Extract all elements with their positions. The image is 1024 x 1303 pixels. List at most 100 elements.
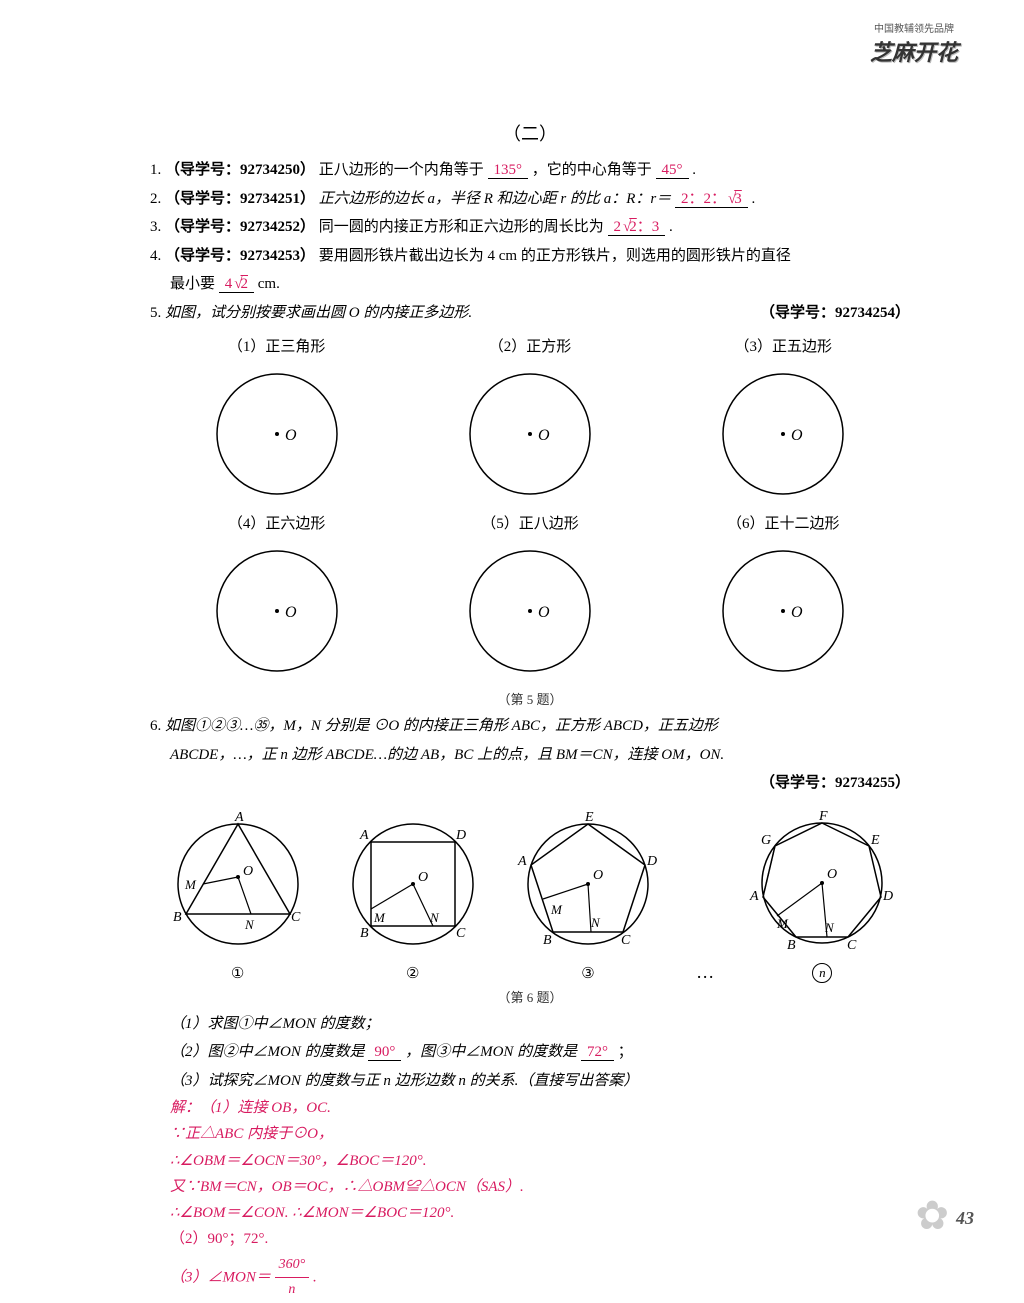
sol-l2: ∵正△ABC 内接于⊙O，: [170, 1121, 910, 1147]
q6-sub2-ans-b: 72°: [581, 1044, 614, 1061]
q5-circle-5: O: [460, 541, 600, 681]
q6-svg-n: O F G E D A B C M N: [747, 808, 897, 958]
corner-decoration-icon: ✿: [915, 1192, 949, 1239]
q4-text-a: 要用圆形铁片截出边长为 4 cm 的正方形铁片，则选用的圆形铁片的直径: [319, 248, 791, 264]
q1-ref: （导学号：92734250）: [165, 162, 315, 178]
svg-text:O: O: [285, 427, 297, 444]
content-area: （二） 1. （导学号：92734250） 正八边形的一个内角等于 135° ，…: [150, 120, 910, 1303]
q5-cap-3: （3）正五边形: [683, 335, 883, 356]
q6-fig-3: O E A D B C M N ③: [513, 809, 663, 983]
svg-text:C: C: [847, 938, 857, 953]
q6-svg-1: O A B C M N: [163, 809, 313, 959]
q4-text-c: cm.: [258, 276, 280, 292]
q5-circle-3: O: [713, 364, 853, 504]
sol-l7-a: （3）∠MON＝: [170, 1269, 271, 1285]
q1-prefix: 1.: [150, 162, 161, 178]
q6-caption: （第 6 题）: [150, 987, 910, 1006]
q6-fig-n-label: n: [812, 963, 832, 983]
q1-text-a: 正八边形的一个内角等于: [319, 162, 484, 178]
sol-l7-den: n: [275, 1278, 310, 1303]
q4-ans: 42: [219, 276, 254, 293]
q4-text-b: 最小要: [170, 276, 215, 292]
q5-circle-6: O: [713, 541, 853, 681]
q1-text-b: ，它的中心角等于: [532, 162, 652, 178]
q6-sub2: （2）图②中∠MON 的度数是 90° ，图③中∠MON 的度数是 72° ；: [150, 1038, 910, 1067]
q3-prefix: 3.: [150, 219, 161, 235]
q6-sub1: （1）求图①中∠MON 的度数；: [150, 1010, 910, 1039]
q3-text-b: .: [669, 219, 673, 235]
svg-text:N: N: [590, 915, 601, 930]
q5-cap-1: （1）正三角形: [177, 335, 377, 356]
svg-text:A: A: [749, 889, 759, 904]
q4-ref: （导学号：92734253）: [165, 248, 315, 264]
sol-l4: 又∵BM＝CN，OB＝OC，∴△OBM≌△OCN（SAS）.: [170, 1174, 910, 1200]
svg-text:O: O: [827, 867, 837, 882]
q5-prefix: 5.: [150, 305, 161, 321]
svg-text:O: O: [791, 427, 803, 444]
q5-text: 如图，试分别按要求画出圆 O 的内接正多边形.: [165, 305, 472, 321]
svg-text:A: A: [517, 854, 527, 869]
sol-l6: （2）90°；72°.: [170, 1226, 910, 1252]
q2-ans: 2：2：3: [675, 191, 748, 208]
page: 中国教辅领先品牌 芝麻开花 （二） 1. （导学号：92734250） 正八边形…: [0, 0, 1024, 1259]
brand-tagline: 中国教辅领先品牌: [844, 20, 984, 35]
svg-text:E: E: [584, 810, 594, 825]
svg-text:G: G: [761, 833, 771, 848]
q2-prefix: 2.: [150, 191, 161, 207]
q6-fig-2-label: ②: [338, 964, 488, 983]
q6-svg-3: O E A D B C M N: [513, 809, 663, 959]
q2-ref: （导学号：92734251）: [165, 191, 315, 207]
q1-text-c: .: [692, 162, 696, 178]
q6-ref: （导学号：92734255）: [760, 769, 910, 798]
sol-l7-b: .: [313, 1269, 317, 1285]
q5-cap-4: （4）正六边形: [177, 512, 377, 533]
svg-text:M: M: [184, 877, 197, 892]
q2-text-a: 正六边形的边长 a，半径 R 和边心距 r 的比 a：R：r＝: [319, 191, 672, 207]
q6-sub3: （3）试探究∠MON 的度数与正 n 边形边数 n 的关系.（直接写出答案）: [150, 1067, 910, 1096]
sol-l7-frac: 360° n: [275, 1253, 310, 1303]
svg-text:M: M: [550, 902, 563, 917]
q6-fig-1: O A B C M N ①: [163, 809, 313, 983]
q6-prefix: 6.: [150, 718, 161, 734]
svg-text:O: O: [538, 604, 550, 621]
q5-captions-row2: （4）正六边形 （5）正八边形 （6）正十二边形: [150, 512, 910, 533]
q5-cap-6: （6）正十二边形: [683, 512, 883, 533]
q6-fig-n: O F G E D A B C M N n: [747, 808, 897, 983]
svg-text:A: A: [234, 810, 244, 825]
q2-text-b: .: [752, 191, 756, 207]
svg-text:C: C: [621, 933, 631, 948]
sol-l5: ∴∠BOM＝∠CON. ∴∠MON＝∠BOC＝120°.: [170, 1200, 910, 1226]
q3: 3. （导学号：92734252） 同一圆的内接正方形和正六边形的周长比为 22…: [150, 213, 910, 242]
svg-text:M: M: [776, 916, 789, 931]
page-number: 43: [956, 1208, 974, 1229]
svg-text:D: D: [882, 889, 893, 904]
q5-cap-5: （5）正八边形: [430, 512, 630, 533]
svg-text:C: C: [291, 910, 301, 925]
q5-caption: （第 5 题）: [150, 689, 910, 708]
q4-prefix: 4.: [150, 248, 161, 264]
q6-solution: 解：（1）连接 OB，OC. ∵正△ABC 内接于⊙O， ∴∠OBM＝∠OCN＝…: [150, 1095, 910, 1303]
sol-l7: （3）∠MON＝ 360° n .: [170, 1253, 910, 1303]
brand-name: 芝麻开花: [844, 35, 984, 67]
svg-text:O: O: [418, 870, 428, 885]
svg-text:N: N: [824, 920, 835, 935]
brand-logo: 中国教辅领先品牌 芝麻开花: [844, 20, 984, 80]
q6-line2: ABCDE，…，正 n 边形 ABCDE…的边 AB，BC 上的点，且 BM＝C…: [150, 741, 910, 770]
svg-text:O: O: [285, 604, 297, 621]
q5-circles-row2: O O O: [150, 541, 910, 681]
svg-text:D: D: [455, 828, 466, 843]
q6-sub2-c: ；: [618, 1044, 633, 1060]
svg-text:B: B: [173, 910, 182, 925]
q4-line2: 最小要 42 cm.: [150, 270, 910, 299]
sol-l3: ∴∠OBM＝∠OCN＝30°，∠BOC＝120°.: [170, 1148, 910, 1174]
sol-l1: 解：（1）连接 OB，OC.: [170, 1095, 910, 1121]
q6-line1: 6. 如图①②③…㉟，M，N 分别是 ⊙O 的内接正三角形 ABC，正方形 AB…: [150, 712, 910, 741]
svg-text:B: B: [787, 938, 796, 953]
q3-text-a: 同一圆的内接正方形和正六边形的周长比为: [319, 219, 604, 235]
q3-ref: （导学号：92734252）: [165, 219, 315, 235]
section-title: （二）: [150, 120, 910, 146]
q2: 2. （导学号：92734251） 正六边形的边长 a，半径 R 和边心距 r …: [150, 185, 910, 214]
q6-text-a: 如图①②③…㉟，M，N 分别是 ⊙O 的内接正三角形 ABC，正方形 ABCD，…: [165, 718, 718, 734]
q5-circle-2: O: [460, 364, 600, 504]
q5-circle-1: O: [207, 364, 347, 504]
